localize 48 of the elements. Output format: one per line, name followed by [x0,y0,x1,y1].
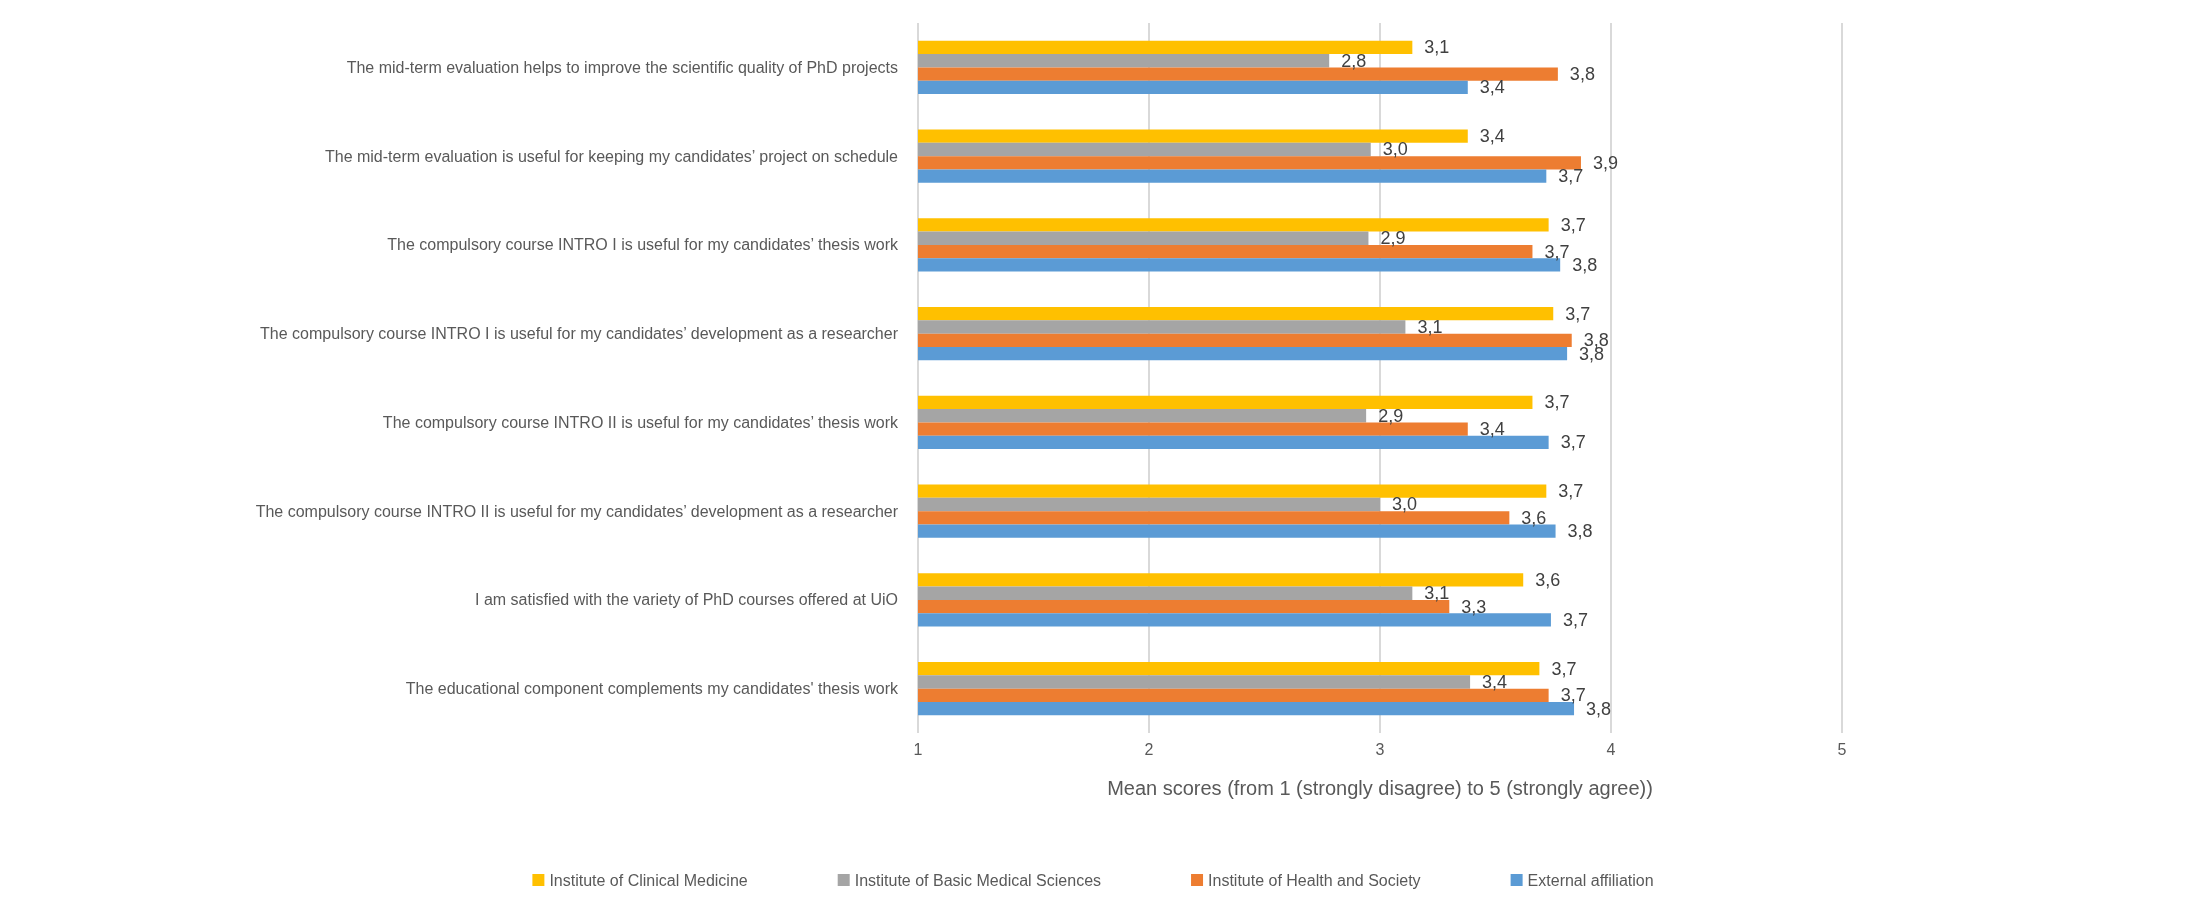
data-label: 2,9 [1378,405,1404,426]
y-tick-label: I am satisfied with the variety of PhD courses offered at UiO [475,591,898,609]
data-label: 3,4 [1479,419,1505,440]
data-label: 3,4 [1479,126,1505,147]
data-label: 3,9 [1592,152,1618,173]
legend-label: Institute of Basic Medical Sciences [854,871,1102,889]
x-tick-label: 5 [1837,740,1847,758]
data-label: 3,1 [1424,37,1450,58]
data-label: 3,8 [1569,64,1595,85]
data-label: 3,8 [1572,254,1598,275]
x-tick-label: 4 [1606,740,1616,758]
data-label: 3,8 [1567,521,1593,542]
data-label: 3,3 [1461,596,1487,617]
legend-label: Institute of Clinical Medicine [549,871,748,889]
y-tick-label: The educational component complements my candidates' thesis work [405,680,899,698]
data-label: 3,1 [1424,583,1450,604]
data-label: 2,8 [1341,50,1367,71]
data-label: 2,9 [1380,228,1406,249]
data-label: 3,7 [1560,214,1586,235]
x-tick-label: 1 [913,740,923,758]
legend-label: External affiliation [1527,871,1654,889]
data-label: 3,7 [1560,432,1586,453]
y-tick-label: The compulsory course INTRO I is useful for my candidates’ thesis work [387,236,899,254]
data-label: 3,1 [1417,316,1443,337]
data-label: 3,8 [1586,698,1612,719]
data-label: 3,7 [1558,481,1584,502]
data-label: 3,7 [1544,241,1570,262]
data-label: 3,7 [1544,392,1570,413]
x-axis-title: Mean scores (from 1 (strongly disagree) to 5 (strongly agree)) [1107,777,1653,799]
data-label: 3,0 [1392,494,1418,515]
y-tick-label: The compulsory course INTRO II is useful for my candidates’ thesis work [382,413,899,431]
legend-label: Institute of Health and Society [1208,871,1421,889]
data-label: 3,7 [1551,658,1577,679]
data-label: 3,6 [1535,569,1561,590]
x-tick-label: 2 [1144,740,1154,758]
y-tick-label: The mid-term evaluation helps to improve the scientific quality of PhD projects [346,58,898,76]
y-tick-label: The mid-term evaluation is useful for keeping my candidates’ project on schedule [324,147,899,165]
x-tick-label: 3 [1375,740,1385,758]
data-label: 3,0 [1382,139,1408,160]
y-tick-label: The compulsory course INTRO II is useful for my candidates’ development as a researcher [255,502,899,520]
y-tick-label: The compulsory course INTRO I is useful for my candidates’ development as a researcher [260,325,899,343]
data-label: 3,6 [1521,507,1547,528]
data-label: 3,7 [1558,166,1584,187]
data-label: 3,4 [1482,671,1508,692]
data-label: 3,7 [1560,685,1586,706]
data-label: 3,4 [1479,77,1505,98]
data-label: 3,7 [1562,609,1588,630]
data-label: 3,7 [1565,303,1591,324]
